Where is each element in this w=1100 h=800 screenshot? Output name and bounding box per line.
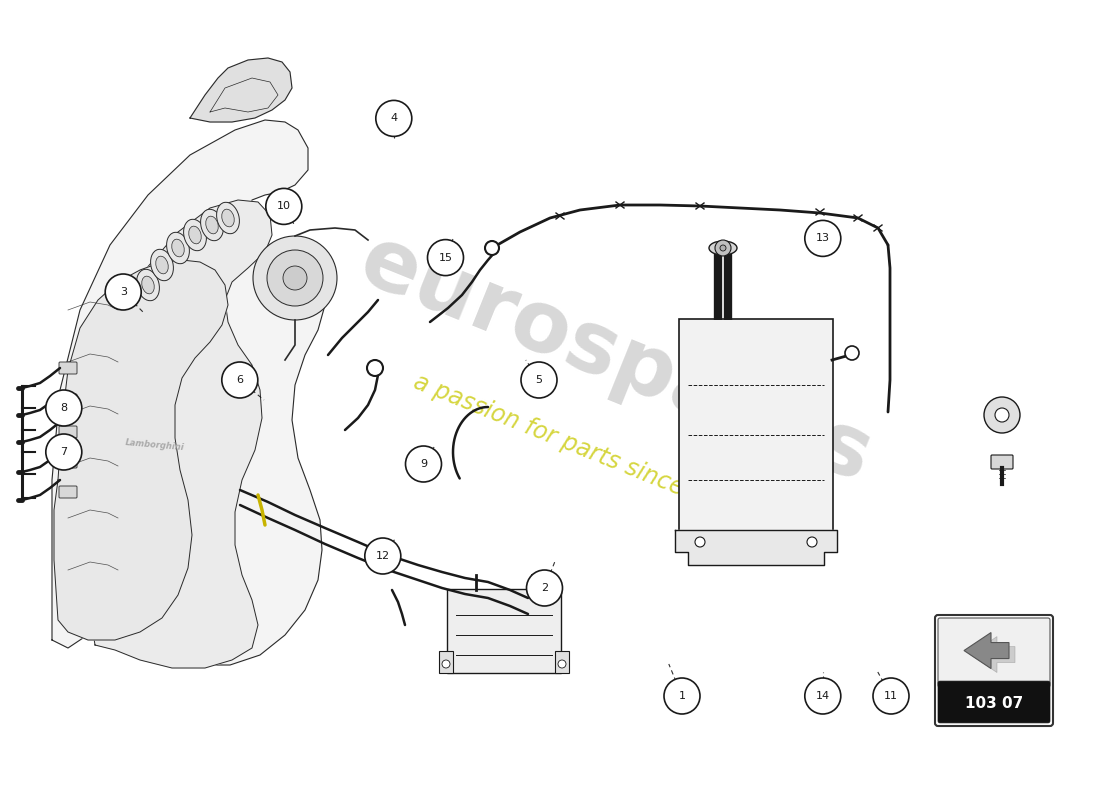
Text: a passion for parts since 1985: a passion for parts since 1985 — [410, 370, 750, 526]
FancyBboxPatch shape — [447, 589, 561, 673]
Ellipse shape — [172, 239, 184, 257]
Circle shape — [428, 240, 463, 275]
Text: 6: 6 — [236, 375, 243, 385]
Circle shape — [283, 266, 307, 290]
Circle shape — [521, 362, 557, 398]
Circle shape — [805, 220, 840, 256]
Circle shape — [805, 678, 840, 714]
Circle shape — [807, 537, 817, 547]
Circle shape — [406, 446, 441, 482]
Circle shape — [222, 362, 257, 398]
Polygon shape — [675, 530, 837, 565]
Text: 2: 2 — [541, 583, 548, 593]
Ellipse shape — [184, 219, 207, 250]
FancyBboxPatch shape — [938, 681, 1050, 723]
Ellipse shape — [222, 209, 234, 227]
Polygon shape — [964, 633, 1009, 669]
Circle shape — [266, 188, 301, 224]
Ellipse shape — [206, 216, 218, 234]
Ellipse shape — [136, 270, 160, 301]
Circle shape — [527, 570, 562, 606]
Circle shape — [996, 408, 1009, 422]
Ellipse shape — [189, 226, 201, 244]
Circle shape — [46, 434, 81, 470]
Text: 12: 12 — [376, 551, 389, 561]
Text: 8: 8 — [60, 403, 67, 413]
Circle shape — [664, 678, 700, 714]
Circle shape — [485, 241, 499, 255]
Circle shape — [695, 537, 705, 547]
Circle shape — [267, 250, 323, 306]
Circle shape — [376, 100, 411, 136]
FancyBboxPatch shape — [991, 455, 1013, 469]
Ellipse shape — [142, 276, 154, 294]
FancyBboxPatch shape — [59, 426, 77, 438]
Text: 10: 10 — [277, 202, 290, 211]
Ellipse shape — [156, 256, 168, 274]
FancyBboxPatch shape — [938, 618, 1050, 687]
Polygon shape — [82, 200, 272, 668]
Ellipse shape — [710, 241, 737, 255]
Ellipse shape — [217, 202, 240, 234]
Text: 3: 3 — [120, 287, 127, 297]
Ellipse shape — [166, 232, 189, 264]
Circle shape — [558, 660, 566, 668]
Circle shape — [715, 240, 732, 256]
Circle shape — [106, 274, 141, 310]
Text: 11: 11 — [884, 691, 898, 701]
Text: 1: 1 — [679, 691, 685, 701]
Circle shape — [845, 346, 859, 360]
Text: 103 07: 103 07 — [965, 695, 1023, 710]
FancyBboxPatch shape — [59, 362, 77, 374]
Circle shape — [442, 660, 450, 668]
FancyBboxPatch shape — [59, 394, 77, 406]
Text: Lamborghini: Lamborghini — [125, 438, 185, 452]
Circle shape — [873, 678, 909, 714]
Circle shape — [720, 245, 726, 251]
FancyBboxPatch shape — [935, 615, 1053, 726]
Ellipse shape — [151, 250, 174, 281]
Polygon shape — [54, 260, 228, 640]
Polygon shape — [52, 120, 324, 665]
Text: 15: 15 — [439, 253, 452, 262]
Ellipse shape — [200, 210, 223, 241]
FancyBboxPatch shape — [59, 486, 77, 498]
FancyBboxPatch shape — [556, 651, 569, 673]
Text: 14: 14 — [816, 691, 829, 701]
Circle shape — [367, 360, 383, 376]
Circle shape — [365, 538, 400, 574]
Circle shape — [46, 390, 81, 426]
Text: eurospares: eurospares — [346, 219, 883, 501]
Text: 13: 13 — [816, 234, 829, 243]
FancyBboxPatch shape — [439, 651, 453, 673]
Text: 5: 5 — [536, 375, 542, 385]
Circle shape — [984, 397, 1020, 433]
FancyBboxPatch shape — [679, 319, 833, 531]
Circle shape — [253, 236, 337, 320]
Text: 7: 7 — [60, 447, 67, 457]
Text: 4: 4 — [390, 114, 397, 123]
Polygon shape — [970, 637, 1015, 673]
Polygon shape — [190, 58, 292, 122]
Text: 9: 9 — [420, 459, 427, 469]
FancyBboxPatch shape — [59, 456, 77, 468]
